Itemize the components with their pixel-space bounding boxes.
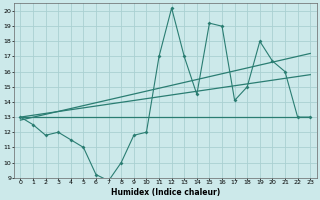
X-axis label: Humidex (Indice chaleur): Humidex (Indice chaleur)	[111, 188, 220, 197]
